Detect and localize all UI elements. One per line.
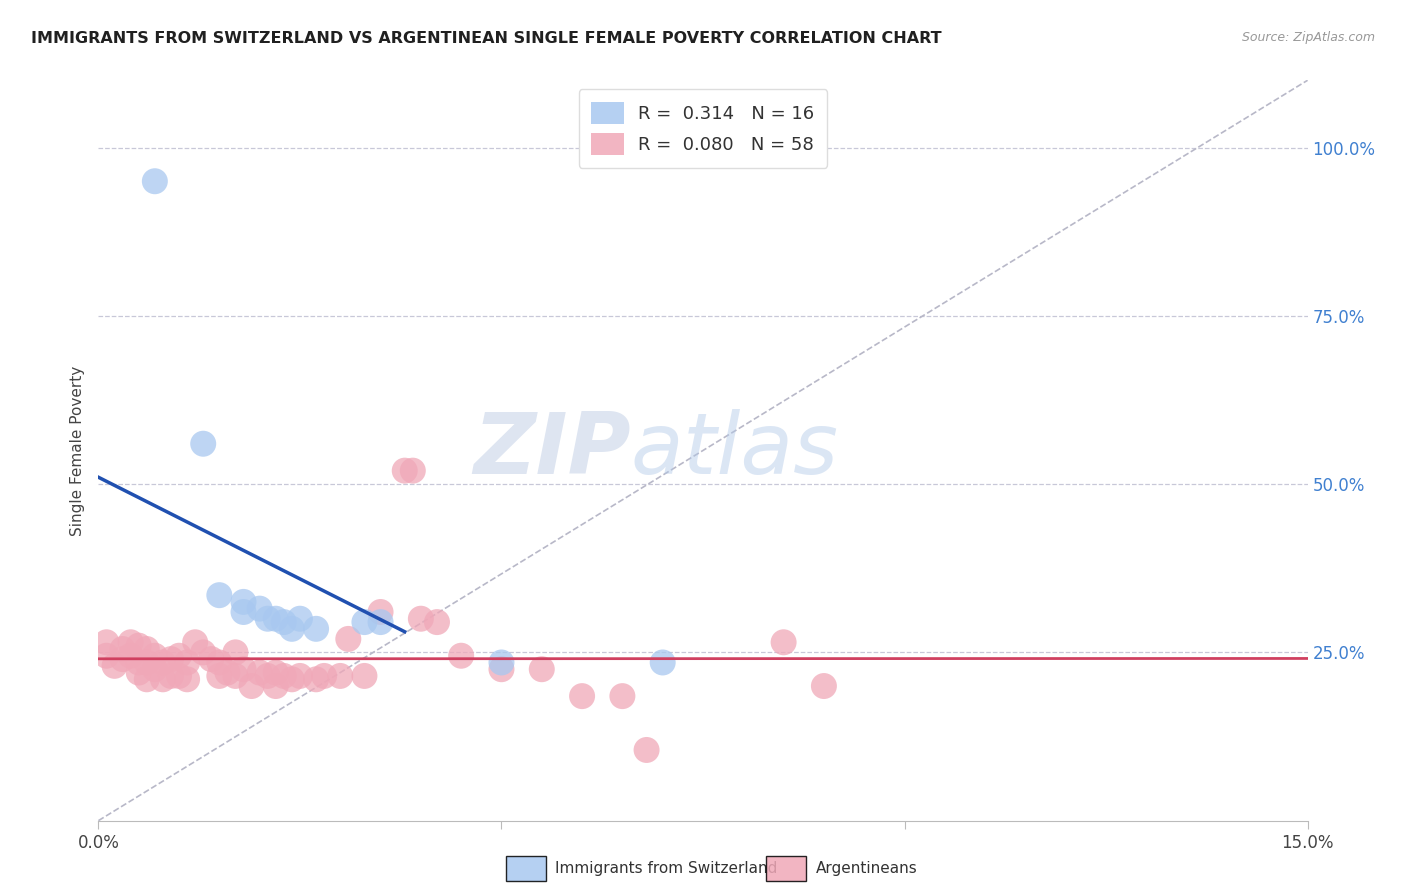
Text: ZIP: ZIP — [472, 409, 630, 492]
Point — [530, 662, 553, 676]
Point — [402, 464, 425, 478]
Text: IMMIGRANTS FROM SWITZERLAND VS ARGENTINEAN SINGLE FEMALE POVERTY CORRELATION CHA: IMMIGRANTS FROM SWITZERLAND VS ARGENTINE… — [31, 31, 942, 46]
Point — [96, 648, 118, 663]
Point — [651, 656, 673, 670]
Point — [217, 665, 239, 680]
Point — [193, 436, 215, 450]
Point — [103, 658, 125, 673]
Point — [426, 615, 449, 629]
Point — [143, 662, 166, 676]
Point — [208, 656, 231, 670]
Point — [111, 642, 134, 657]
Point — [370, 615, 392, 629]
Point — [772, 635, 794, 649]
Point — [353, 615, 375, 629]
Legend: R =  0.314   N = 16, R =  0.080   N = 58: R = 0.314 N = 16, R = 0.080 N = 58 — [579, 89, 827, 168]
Point — [143, 648, 166, 663]
Point — [128, 639, 150, 653]
Point — [491, 656, 513, 670]
Text: Argentineans: Argentineans — [815, 862, 917, 876]
Point — [184, 635, 207, 649]
Point — [353, 669, 375, 683]
Point — [256, 612, 278, 626]
Point — [111, 652, 134, 666]
Text: Immigrants from Switzerland: Immigrants from Switzerland — [555, 862, 778, 876]
Point — [135, 656, 157, 670]
Point — [200, 652, 222, 666]
Point — [167, 669, 190, 683]
Point — [264, 665, 287, 680]
Point — [208, 588, 231, 602]
Point — [224, 669, 246, 683]
Point — [305, 622, 328, 636]
Point — [96, 635, 118, 649]
Point — [135, 642, 157, 657]
Point — [288, 612, 311, 626]
Y-axis label: Single Female Poverty: Single Female Poverty — [69, 366, 84, 535]
Point — [167, 648, 190, 663]
Point — [232, 595, 254, 609]
Point — [281, 622, 304, 636]
Point — [329, 669, 352, 683]
Point — [176, 656, 198, 670]
Point — [128, 656, 150, 670]
Point — [249, 665, 271, 680]
Point — [224, 645, 246, 659]
Point — [281, 673, 304, 687]
Point — [232, 605, 254, 619]
Point — [256, 669, 278, 683]
Point — [176, 673, 198, 687]
Point — [264, 679, 287, 693]
Point — [249, 601, 271, 615]
Point — [160, 669, 183, 683]
Point — [120, 635, 142, 649]
Text: Source: ZipAtlas.com: Source: ZipAtlas.com — [1241, 31, 1375, 45]
Point — [409, 612, 432, 626]
Point — [273, 669, 295, 683]
Point — [491, 662, 513, 676]
Point — [128, 665, 150, 680]
Point — [152, 656, 174, 670]
Point — [288, 669, 311, 683]
Point — [314, 669, 336, 683]
Point — [208, 669, 231, 683]
Point — [273, 615, 295, 629]
Point — [450, 648, 472, 663]
Point — [571, 689, 593, 703]
Point — [636, 743, 658, 757]
Point — [232, 662, 254, 676]
Point — [120, 648, 142, 663]
Point — [143, 174, 166, 188]
Point — [337, 632, 360, 646]
Point — [305, 673, 328, 687]
Point — [370, 605, 392, 619]
Point — [160, 652, 183, 666]
Point — [264, 612, 287, 626]
Point — [135, 673, 157, 687]
Point — [193, 645, 215, 659]
Point — [813, 679, 835, 693]
Point — [394, 464, 416, 478]
Text: atlas: atlas — [630, 409, 838, 492]
Point — [152, 673, 174, 687]
Point — [240, 679, 263, 693]
Point — [612, 689, 634, 703]
